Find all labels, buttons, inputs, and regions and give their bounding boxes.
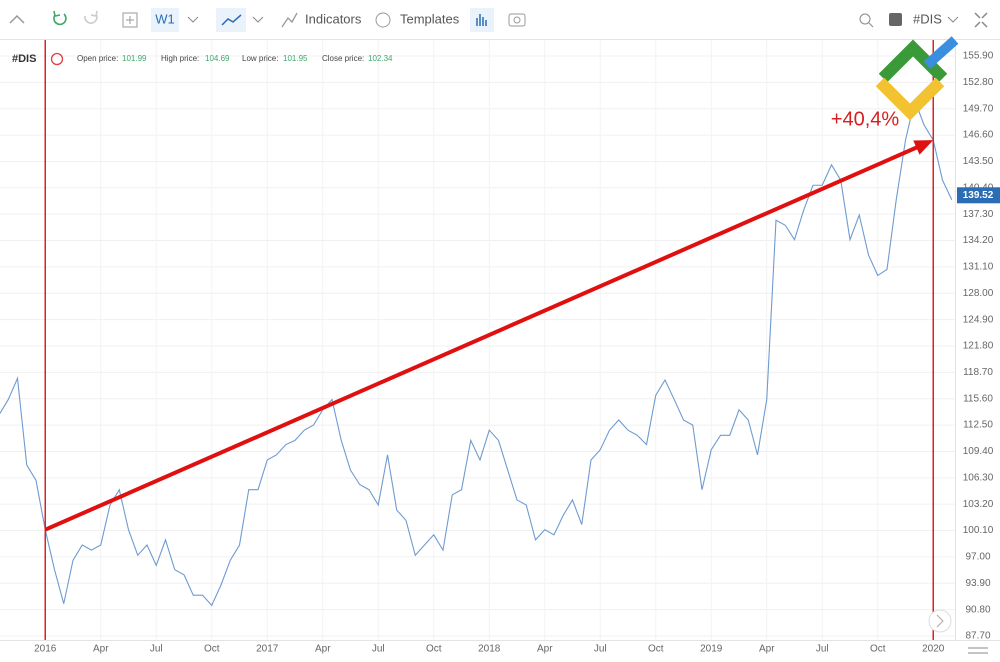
- x-tick-label: Jul: [594, 644, 607, 655]
- y-tick-label: 146.60: [963, 130, 994, 141]
- undo-button[interactable]: [53, 10, 67, 26]
- x-tick-label: 2017: [256, 644, 279, 655]
- y-tick-label: 93.90: [965, 578, 990, 589]
- x-tick-label: Jul: [372, 644, 385, 655]
- low-label: Low price:: [242, 54, 278, 63]
- x-tick-label: Jul: [816, 644, 829, 655]
- collapse-button[interactable]: [9, 14, 25, 24]
- timeframe[interactable]: W1: [155, 11, 175, 26]
- close-value: 102.34: [368, 54, 393, 63]
- y-tick-label: 97.00: [965, 552, 990, 563]
- last-price-box: [957, 187, 1000, 204]
- redo-button[interactable]: [84, 10, 98, 24]
- y-tick-label: 131.10: [963, 262, 994, 273]
- open-value: 101.99: [122, 54, 147, 63]
- y-tick-label: 100.10: [963, 525, 994, 536]
- x-tick-label: 2019: [700, 644, 723, 655]
- screenshot-button[interactable]: [508, 13, 526, 27]
- trend-arrow-head: [913, 140, 934, 155]
- trend-arrow: [44, 144, 920, 532]
- y-tick-label: 106.30: [963, 472, 994, 483]
- templates-button[interactable]: Templates: [400, 11, 460, 26]
- add-button[interactable]: [122, 12, 138, 28]
- y-tick-label: 155.90: [963, 51, 994, 62]
- x-tick-label: Oct: [870, 644, 886, 655]
- scroll-button[interactable]: [928, 609, 952, 633]
- fullscreen-button[interactable]: [974, 12, 988, 28]
- x-tick-label: Jul: [150, 644, 163, 655]
- y-tick-label: 87.70: [965, 631, 990, 642]
- save-button[interactable]: [889, 13, 902, 26]
- symbol-dropdown[interactable]: [947, 16, 959, 23]
- logo-green: [878, 39, 948, 83]
- close-label: Close price:: [322, 54, 364, 63]
- plot: [0, 36, 959, 640]
- y-tick-label: 118.70: [963, 367, 993, 378]
- logo-blue: [923, 36, 959, 69]
- annotation: +40,4%: [831, 108, 900, 130]
- x-tick-label: Apr: [315, 644, 331, 655]
- scroll-icon: [936, 614, 944, 628]
- indicators-icon: [281, 12, 298, 28]
- y-tick-label: 90.80: [965, 604, 990, 615]
- x-tick-label: 2018: [478, 644, 501, 655]
- y-tick-label: 115.60: [963, 393, 993, 404]
- chart-type-icon: [221, 14, 242, 26]
- y-tick-label: 137.30: [963, 209, 994, 220]
- y-tick-label: 103.20: [963, 499, 994, 510]
- y-tick-label: 121.80: [963, 341, 994, 352]
- volume-bg[interactable]: [470, 8, 494, 32]
- y-tick-label: 152.80: [963, 77, 994, 88]
- y-tick-label: 124.90: [963, 314, 994, 325]
- clock-icon: [50, 52, 64, 66]
- indicators-button[interactable]: Indicators: [305, 11, 362, 26]
- x-tick-label: Oct: [648, 644, 664, 655]
- open-label: Open price:: [77, 54, 118, 63]
- y-tick-label: 112.50: [963, 420, 993, 431]
- high-value: 104.69: [205, 54, 230, 63]
- x-tick-label: Apr: [759, 644, 775, 655]
- settings-button[interactable]: [968, 647, 988, 654]
- x-tick-label: Oct: [204, 644, 220, 655]
- timeframe-dropdown[interactable]: [187, 16, 199, 23]
- timeframe-bg[interactable]: [151, 8, 179, 32]
- last-price-label: 139.52: [963, 190, 994, 201]
- toolbar: [0, 0, 1000, 40]
- templates-icon: [375, 12, 391, 28]
- chart-type-dropdown[interactable]: [252, 16, 264, 23]
- x-tick-label: Apr: [537, 644, 553, 655]
- search-handle: [868, 22, 874, 28]
- x-tick-label: Apr: [93, 644, 109, 655]
- x-tick-label: 2020: [922, 644, 945, 655]
- y-tick-label: 149.70: [963, 103, 994, 114]
- y-tick-label: 128.00: [963, 288, 994, 299]
- high-label: High price:: [161, 54, 199, 63]
- screenshot-lens: [513, 16, 521, 24]
- x-tick-label: 2016: [34, 644, 57, 655]
- search-button[interactable]: [859, 13, 871, 25]
- logo-yellow: [875, 77, 945, 121]
- y-tick-label: 143.50: [963, 156, 994, 167]
- symbol-selector[interactable]: #DIS: [913, 11, 942, 26]
- price-line: [0, 98, 953, 607]
- add-icon: [126, 16, 134, 24]
- y-tick-label: 134.20: [963, 235, 994, 246]
- header-symbol: #DIS: [12, 53, 36, 65]
- x-tick-label: Oct: [426, 644, 442, 655]
- y-tick-label: 109.40: [963, 446, 994, 457]
- volume-icon: [476, 14, 487, 26]
- low-value: 101.95: [283, 54, 308, 63]
